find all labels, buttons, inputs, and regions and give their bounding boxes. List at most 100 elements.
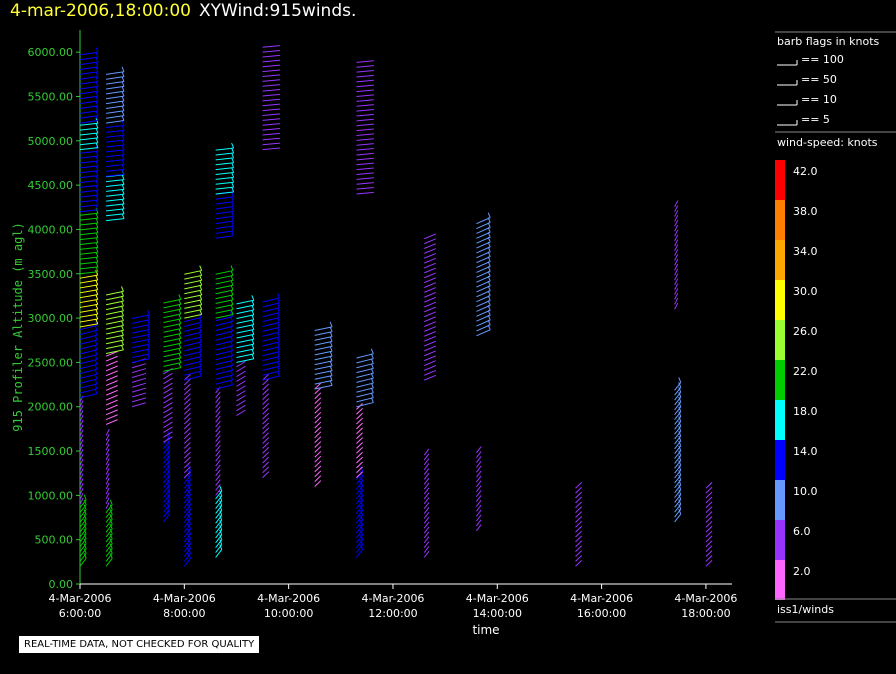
wind-barb-shaft — [476, 275, 491, 283]
wind-barb-flag — [188, 514, 191, 520]
wind-barb-shaft — [674, 234, 679, 242]
wind-barb-flag — [83, 538, 87, 544]
wind-barb-shaft — [674, 479, 682, 489]
wind-barb-flag — [95, 142, 99, 148]
wind-barb-shaft — [105, 487, 110, 495]
wind-barb-shaft — [356, 495, 363, 505]
wind-barb-flag — [678, 406, 682, 412]
wind-barb-flag — [121, 213, 125, 219]
wind-barb-flag — [360, 524, 364, 531]
wind-barb-shaft — [183, 442, 191, 449]
wind-barb-shaft — [105, 429, 110, 436]
wind-barb-shaft — [163, 436, 173, 443]
wind-barb-shaft — [79, 373, 98, 379]
wind-barb-shaft — [236, 390, 246, 397]
wind-barb-flag — [167, 450, 171, 456]
wind-barb-shaft — [424, 316, 437, 323]
wind-barb-shaft — [105, 394, 118, 401]
wind-barb-flag — [219, 534, 223, 540]
wind-barb-shaft — [423, 448, 430, 456]
wind-barb-flag — [487, 212, 491, 218]
wind-barb-flag — [95, 189, 99, 196]
wind-barb-shaft — [423, 463, 430, 470]
wind-barb-shaft — [423, 546, 430, 553]
wind-barb-shaft — [356, 84, 374, 88]
wind-barb-flag — [121, 66, 125, 72]
wind-barb-shaft — [79, 289, 98, 294]
wind-barb-shaft — [105, 334, 124, 340]
wind-barb-shaft — [356, 143, 374, 146]
wind-barb-shaft — [314, 370, 333, 375]
barb-legend-label: == 100 — [801, 53, 844, 66]
wind-barb-shaft — [674, 406, 682, 416]
wind-barb-shaft — [423, 536, 430, 544]
wind-barb-shaft — [423, 473, 430, 480]
wind-barb-flag — [360, 519, 364, 526]
wind-barb-shaft — [183, 514, 191, 523]
wind-barb-shaft — [424, 267, 437, 274]
y-tick-label: 6000.00 — [28, 46, 74, 59]
wind-barb-shaft — [674, 268, 679, 276]
wind-barb-shaft — [106, 168, 125, 172]
wind-barb-shaft — [424, 301, 437, 308]
wind-barb-flag — [167, 440, 171, 446]
wind-barb-flag — [121, 154, 125, 160]
wind-barb-shaft — [476, 475, 482, 483]
wind-barb-shaft — [705, 516, 713, 523]
wind-barb-shaft — [215, 325, 233, 331]
wind-barb-shaft — [106, 188, 125, 192]
wind-barb-shaft — [356, 172, 374, 175]
wind-barb-flag — [360, 480, 364, 487]
wind-barb-shaft — [236, 309, 254, 315]
wind-barb-shaft — [215, 401, 221, 408]
wind-barb-shaft — [424, 262, 437, 269]
wind-barb-shaft — [215, 549, 223, 558]
wind-barb-flag — [199, 265, 203, 271]
wind-barb-shaft — [79, 85, 99, 90]
wind-barb-shaft — [215, 279, 234, 285]
wind-barb-shaft — [163, 342, 181, 348]
wind-barb-shaft — [215, 186, 234, 190]
wind-barb-shaft — [476, 524, 482, 532]
y-tick-label: 500.00 — [35, 534, 74, 547]
wind-barb-shaft — [476, 329, 491, 337]
wind-barb-flag — [231, 142, 235, 149]
speed-legend-swatch — [775, 320, 785, 360]
wind-barb-shaft — [183, 523, 191, 533]
wind-barb-shaft — [262, 370, 280, 376]
wind-barb-shaft — [575, 525, 583, 533]
wind-barb-shaft — [314, 360, 333, 366]
wind-barb-shaft — [356, 387, 374, 393]
wind-barb-shaft — [424, 350, 437, 357]
wind-barb-shaft — [476, 446, 482, 454]
wind-barb-shaft — [163, 397, 173, 404]
wind-barb-shaft — [79, 303, 98, 308]
speed-legend-swatch — [775, 160, 785, 200]
wind-barb-flag — [167, 479, 171, 485]
wind-barb-shaft — [163, 392, 173, 399]
wind-barb-shaft — [476, 465, 482, 473]
wind-barb-shaft — [106, 193, 125, 197]
wind-barb-shaft — [215, 479, 221, 486]
x-tick-time: 10:00:00 — [264, 607, 313, 620]
barb-legend-label: == 10 — [801, 93, 837, 106]
wind-barbs — [79, 45, 713, 567]
wind-barb-shaft — [262, 50, 280, 53]
wind-barb-flag — [121, 125, 125, 131]
wind-barb-shaft — [79, 439, 84, 446]
wind-barb-shaft — [106, 198, 125, 202]
wind-barb-shaft — [105, 509, 113, 518]
wind-barb-shaft — [79, 294, 98, 299]
wind-barb-shaft — [105, 315, 124, 320]
wind-barb-flag — [219, 505, 223, 511]
wind-barb-shaft — [314, 470, 322, 478]
wind-barb-shaft — [262, 302, 280, 308]
wind-barb-shaft — [184, 309, 202, 314]
wind-barb-shaft — [262, 123, 280, 126]
wind-barb-flag — [188, 553, 191, 559]
wind-barb-flag — [109, 509, 113, 515]
wind-barb-shaft — [163, 484, 171, 494]
wind-barb-shaft — [215, 490, 223, 500]
wind-barb-shaft — [424, 306, 437, 313]
wind-barb-flag — [95, 146, 99, 152]
